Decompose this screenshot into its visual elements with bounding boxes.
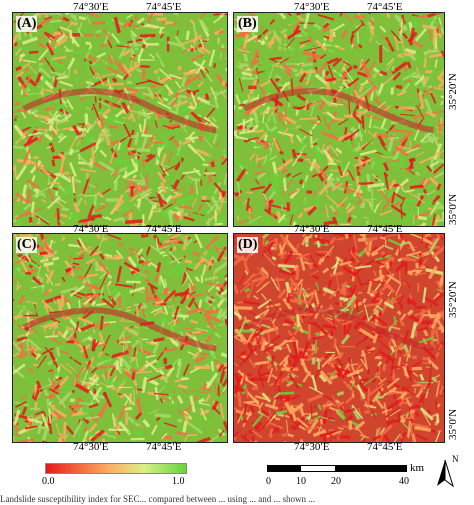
bottom-lon-label-c2: 74°45′E xyxy=(146,441,182,453)
susceptibility-map-c xyxy=(13,234,227,442)
bottom-lon-label-d1: 74°30′E xyxy=(294,441,330,453)
scale-tick-20: 20 xyxy=(331,476,341,487)
north-label: N xyxy=(452,454,459,464)
scale-tick-40: 40 xyxy=(399,476,409,487)
mid-lon-label-d2: 74°45′E xyxy=(367,223,403,235)
colorbar xyxy=(45,463,187,474)
bottom-lon-label-c1: 74°30′E xyxy=(73,441,109,453)
colorbar-min-label: 0.0 xyxy=(42,476,55,487)
top-lon-label-b2: 74°45′E xyxy=(367,1,403,13)
top-lon-label-a2: 74°45′E xyxy=(146,1,182,13)
scale-unit-label: km xyxy=(410,462,425,474)
top-lon-label-b1: 74°30′E xyxy=(294,1,330,13)
scale-bar xyxy=(267,465,407,472)
panel-label-a: (A) xyxy=(16,16,38,32)
map-panel-d: (D) xyxy=(233,233,445,443)
scale-tick-10: 10 xyxy=(296,476,306,487)
colorbar-max-label: 1.0 xyxy=(172,476,185,487)
panel-label-c: (C) xyxy=(16,237,38,253)
panel-label-d: (D) xyxy=(237,237,259,253)
north-arrow-icon xyxy=(437,459,454,488)
right-lat-label-2: 35°0′N xyxy=(447,193,459,225)
map-panel-a: (A) xyxy=(12,12,228,227)
susceptibility-map-b xyxy=(234,13,444,226)
figure-caption: Landslide susceptibility index for SEC..… xyxy=(0,494,315,504)
mid-lon-label-c2: 74°45′E xyxy=(146,223,182,235)
mid-lon-label-c1: 74°30′E xyxy=(73,223,109,235)
susceptibility-map-d xyxy=(234,234,444,442)
map-panel-c: (C) xyxy=(12,233,228,443)
map-panel-b: (B) xyxy=(233,12,445,227)
bottom-lon-label-d2: 74°45′E xyxy=(367,441,403,453)
top-lon-label-a1: 74°30′E xyxy=(73,1,109,13)
mid-lon-label-d1: 74°30′E xyxy=(294,223,330,235)
scale-tick-0: 0 xyxy=(266,476,271,487)
panel-label-b: (B) xyxy=(237,16,258,32)
right-lat-label-4: 35°0′N xyxy=(447,408,459,440)
right-lat-label-3: 35°20′N xyxy=(447,281,459,318)
susceptibility-map-a xyxy=(13,13,227,226)
right-lat-label-1: 35°20′N xyxy=(447,73,459,110)
